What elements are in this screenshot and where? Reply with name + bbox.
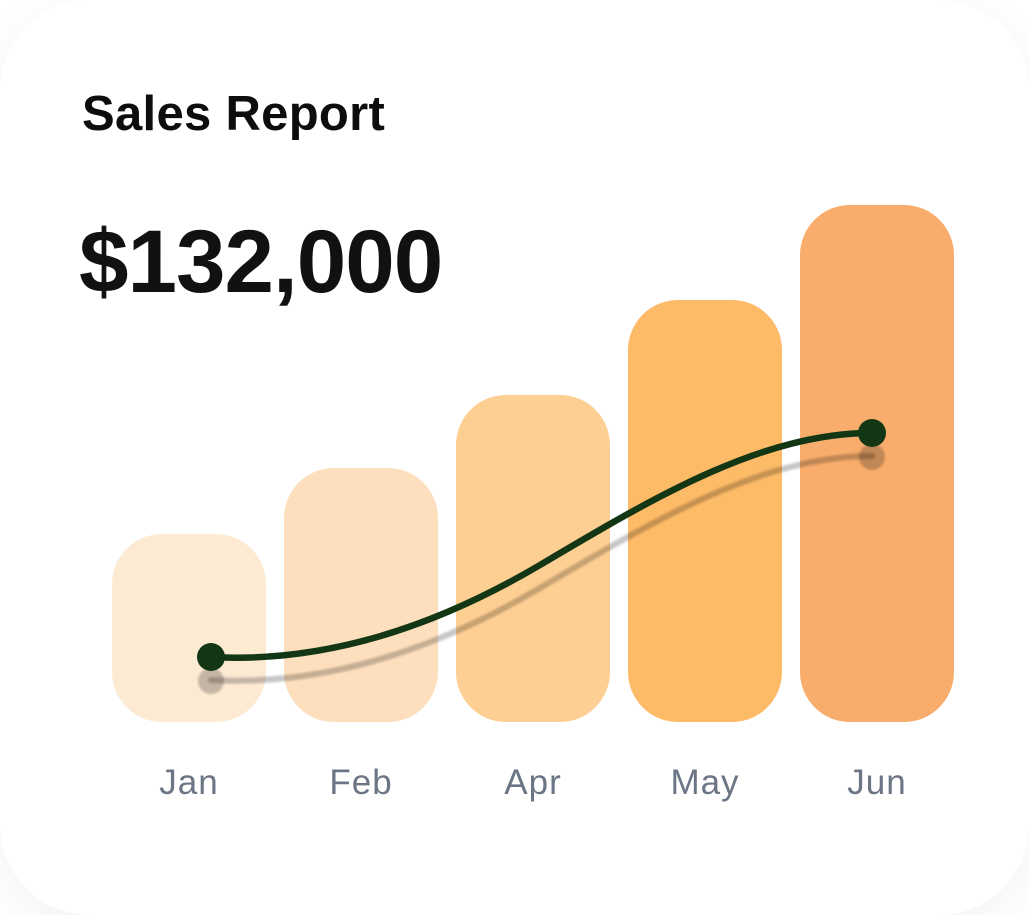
bar-jun bbox=[800, 205, 954, 722]
total-sales-amount: $132,000 bbox=[79, 211, 443, 311]
bar-feb bbox=[284, 468, 438, 722]
bar-may bbox=[628, 300, 782, 722]
x-label-apr: Apr bbox=[504, 763, 562, 802]
x-label-feb: Feb bbox=[329, 763, 393, 802]
sales-chart: Jan Feb Apr May Jun bbox=[112, 205, 954, 845]
x-label-jan: Jan bbox=[159, 763, 219, 802]
x-axis-labels: Jan Feb Apr May Jun bbox=[112, 763, 954, 803]
x-label-jun: Jun bbox=[847, 763, 907, 802]
bar-apr bbox=[456, 395, 610, 722]
bars bbox=[112, 205, 954, 722]
x-label-may: May bbox=[670, 763, 740, 802]
bar-jan bbox=[112, 534, 266, 722]
page-title: Sales Report bbox=[82, 87, 386, 141]
